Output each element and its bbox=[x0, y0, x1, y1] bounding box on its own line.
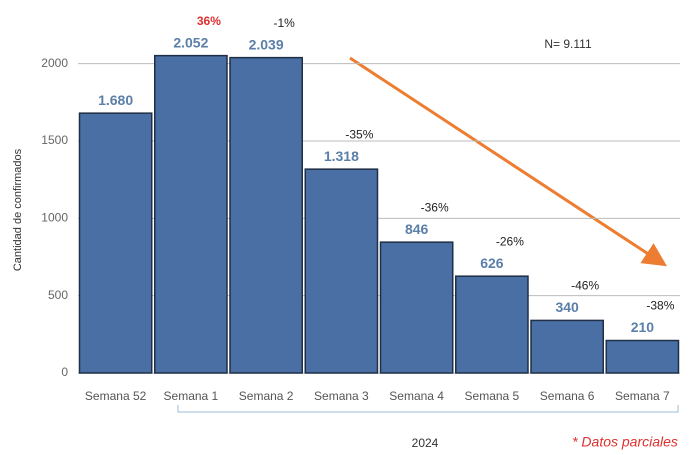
bar bbox=[304, 168, 379, 374]
y-tick-label: 500 bbox=[48, 288, 68, 302]
x-tick-label: Semana 6 bbox=[540, 389, 595, 403]
x-tick-label: Semana 52 bbox=[85, 389, 147, 403]
y-tick-label: 1000 bbox=[41, 211, 68, 225]
change-label: -1% bbox=[273, 16, 295, 30]
x-tick-label: Semana 2 bbox=[239, 389, 294, 403]
bar bbox=[229, 56, 303, 374]
value-label: 846 bbox=[405, 221, 429, 237]
x-tick-label: Semana 3 bbox=[314, 389, 369, 403]
y-axis-label: Cantidad de confirmados bbox=[12, 148, 24, 271]
change-label: -46% bbox=[571, 279, 599, 293]
change-label: 36% bbox=[197, 14, 221, 28]
total-note: N= 9.111 bbox=[544, 37, 592, 51]
x-tick-label: Semana 5 bbox=[465, 389, 520, 403]
change-label: -36% bbox=[421, 200, 449, 214]
value-label: 1.680 bbox=[98, 92, 133, 108]
change-label: -35% bbox=[345, 127, 373, 141]
value-label: 340 bbox=[555, 299, 579, 315]
y-tick-label: 2000 bbox=[41, 56, 68, 70]
value-label: 626 bbox=[480, 255, 504, 271]
bar bbox=[605, 339, 680, 374]
year-bracket bbox=[177, 405, 679, 413]
value-label: 210 bbox=[631, 319, 655, 335]
x-tick-label: Semana 7 bbox=[615, 389, 670, 403]
change-label: -38% bbox=[646, 299, 674, 313]
value-label: 2.052 bbox=[173, 34, 208, 50]
bar bbox=[455, 275, 529, 374]
x-tick-label: Semana 4 bbox=[389, 389, 444, 403]
y-tick-label: 0 bbox=[61, 365, 68, 379]
trend-arrow bbox=[349, 56, 668, 267]
bar bbox=[78, 112, 153, 374]
change-label: -26% bbox=[496, 234, 524, 248]
group-label: 2024 bbox=[412, 436, 439, 450]
x-tick-label: Semana 1 bbox=[164, 389, 219, 403]
value-label: 2.039 bbox=[249, 36, 284, 52]
y-tick-label: 1500 bbox=[41, 133, 68, 147]
value-label: 1.318 bbox=[324, 148, 359, 164]
footnote: * Datos parciales bbox=[572, 434, 678, 450]
bar bbox=[530, 319, 604, 374]
bar bbox=[154, 54, 228, 374]
bar bbox=[379, 241, 454, 374]
